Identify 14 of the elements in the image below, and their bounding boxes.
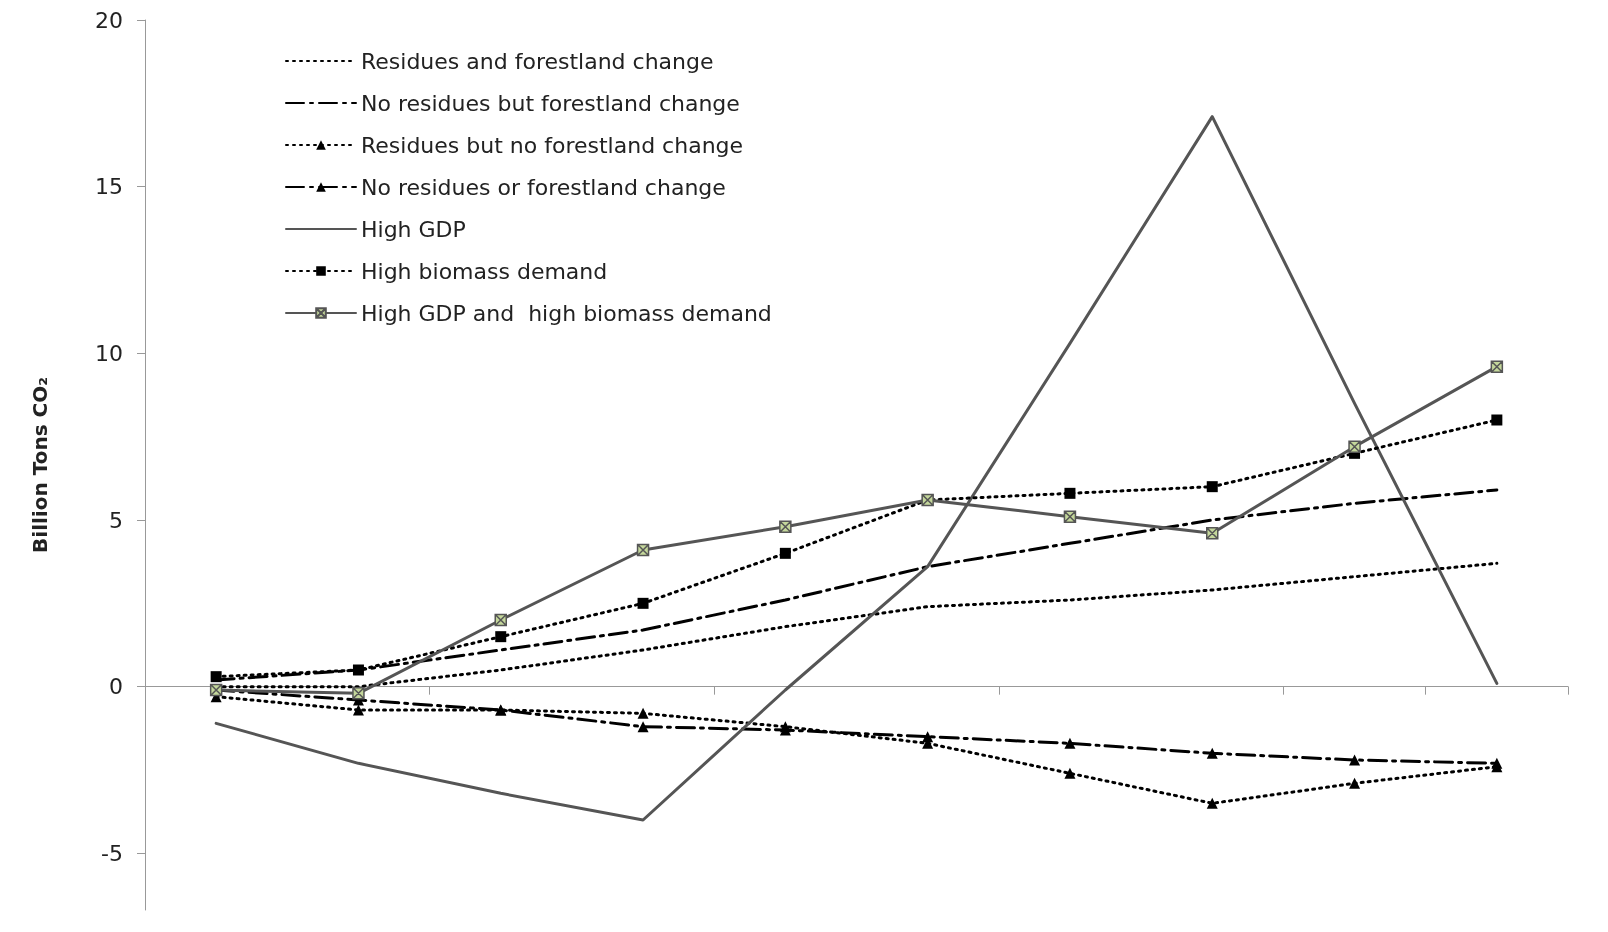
- legend-label: Residues but no forestland change: [361, 132, 744, 158]
- y-tick-label: 15: [95, 174, 123, 200]
- y-axis-title: Billion Tons CO₂: [28, 377, 52, 553]
- y-tick-label: 5: [109, 507, 123, 533]
- y-tick-label: -5: [101, 840, 123, 866]
- legend-label: No residues but forestland change: [361, 90, 740, 116]
- legend-label: High GDP and high biomass demand: [361, 300, 772, 326]
- y-tick-label: 10: [95, 340, 123, 366]
- y-tick-label: 0: [109, 674, 123, 700]
- legend-label: Residues and forestland change: [361, 48, 714, 74]
- legend-label: High GDP: [361, 216, 466, 242]
- y-tick-label: 20: [95, 7, 123, 33]
- legend-label: No residues or forestland change: [361, 174, 726, 200]
- legend-label: High biomass demand: [361, 258, 608, 284]
